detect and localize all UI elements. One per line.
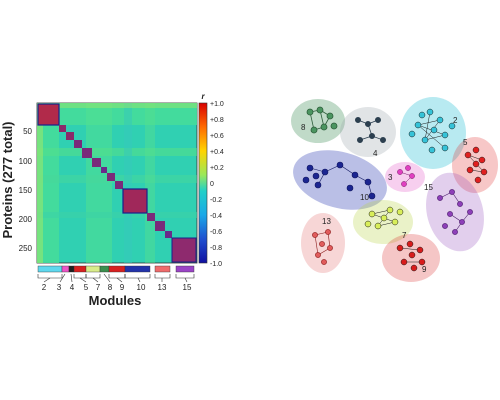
network-label-5: 5 — [463, 138, 468, 147]
module-segment — [37, 265, 63, 273]
module-15-graph — [437, 189, 473, 235]
network-label-3: 3 — [388, 173, 393, 182]
module-segment — [61, 265, 70, 273]
colorbar-scale — [198, 102, 208, 264]
network-label-4: 4 — [373, 149, 378, 158]
network-label-13: 13 — [322, 217, 331, 226]
y-tick-200: 200 — [19, 215, 33, 224]
heatmap-bands — [37, 103, 197, 263]
network-panel: 8 4 2 5 10 3 15 7 13 9 — [291, 97, 498, 282]
module-tick-8: 8 — [108, 283, 113, 292]
network-label-15: 15 — [424, 183, 433, 192]
colorbar-tick: +1.0 — [210, 101, 224, 108]
module-4-region — [340, 107, 396, 157]
module-brackets — [37, 273, 195, 283]
heatmap-diagonal-blocks — [37, 103, 197, 263]
module-10-graph — [302, 161, 376, 200]
module-tick-9: 9 — [120, 283, 125, 292]
module-3-region — [385, 162, 425, 192]
module-tick-10: 10 — [137, 283, 146, 292]
colorbar-tick: -1.0 — [210, 261, 222, 268]
y-tick-50: 50 — [23, 127, 32, 136]
y-tick-150: 150 — [19, 186, 33, 195]
module-tick-2: 2 — [42, 283, 47, 292]
module-segment — [175, 265, 195, 273]
heatmap-panel: Proteins (277 total) 50 100 150 200 250 — [0, 92, 224, 308]
colorbar-tick: +0.2 — [210, 165, 224, 172]
network-label-7: 7 — [402, 231, 407, 240]
colorbar-tick: +0.8 — [210, 117, 224, 124]
module-segment — [73, 265, 87, 273]
module-2-graph — [408, 108, 456, 154]
heatmap-y-axis-label: Proteins (277 total) — [0, 121, 15, 238]
module-8-region — [291, 99, 345, 143]
module-color-bar: 2 3 4 5 7 8 9 10 13 15 — [37, 265, 195, 292]
module-tick-13: 13 — [158, 283, 167, 292]
module-8-graph — [306, 106, 338, 134]
colorbar-tick: 0 — [210, 181, 214, 188]
colorbar-tick: -0.2 — [210, 197, 222, 204]
network-label-8: 8 — [301, 123, 306, 132]
module-segment — [68, 265, 75, 273]
module-tick-5: 5 — [84, 283, 89, 292]
colorbar-title: r — [201, 92, 205, 101]
network-label-9: 9 — [422, 265, 427, 274]
module-tick-4: 4 — [70, 283, 75, 292]
module-segment — [124, 265, 151, 273]
module-5-graph — [464, 146, 488, 184]
colorbar-tick: -0.8 — [210, 245, 222, 252]
module-segment — [108, 265, 126, 273]
y-tick-100: 100 — [19, 157, 33, 166]
module-7-graph — [364, 206, 404, 230]
module-tick-3: 3 — [57, 283, 62, 292]
network-label-2: 2 — [453, 116, 458, 125]
module-9-graph — [396, 240, 426, 272]
colorbar-tick: +0.6 — [210, 133, 224, 140]
module-segment — [99, 265, 110, 273]
module-4-graph — [354, 117, 386, 143]
colorbar-tick: +0.4 — [210, 149, 224, 156]
y-tick-250: 250 — [19, 244, 33, 253]
module-segment — [85, 265, 101, 273]
module-tick-15: 15 — [183, 283, 192, 292]
module-13-graph — [312, 229, 333, 265]
module-15-region — [426, 172, 484, 252]
module-tick-7: 7 — [96, 283, 101, 292]
colorbar: r +1.0 +0.8 +0.6 +0.4 +0.2 0 -0.2 -0.4 -… — [198, 92, 224, 268]
network-label-10: 10 — [360, 193, 369, 202]
colorbar-tick: -0.4 — [210, 213, 222, 220]
heatmap-x-axis-label: Modules — [89, 293, 142, 308]
colorbar-tick: -0.6 — [210, 229, 222, 236]
module-segment — [154, 265, 171, 273]
module-3-graph — [397, 165, 415, 187]
heatmap-y-ticks: 50 100 150 200 250 — [19, 127, 33, 253]
module-10-region — [293, 150, 387, 210]
